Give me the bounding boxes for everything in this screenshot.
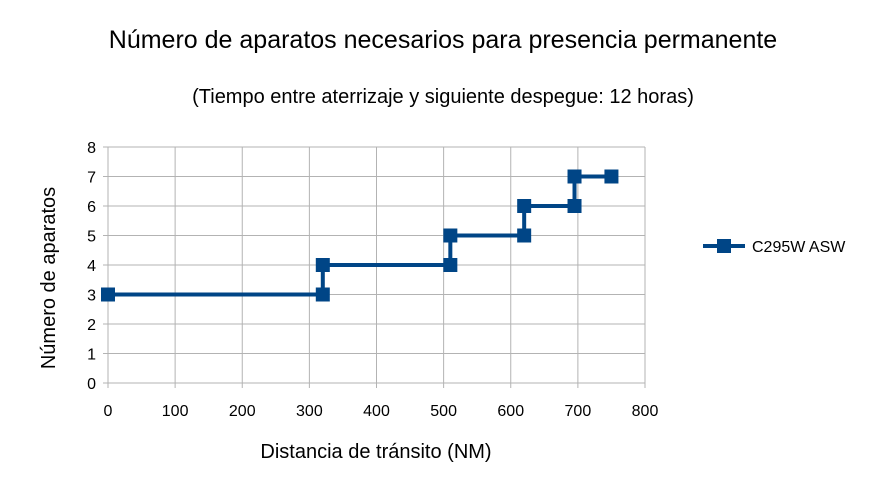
data-point — [567, 169, 582, 184]
legend-marker — [717, 239, 731, 253]
tick-labels: 0 100 200 300 400 500 600 700 800 0 1 2 3 4 5 6 7 8 — [87, 140, 658, 420]
y-tick-label: 2 — [87, 317, 96, 334]
x-tick-label: 200 — [229, 403, 256, 420]
y-tick-label: 3 — [87, 288, 96, 305]
data-point — [604, 169, 619, 184]
x-tick-label: 800 — [632, 403, 659, 420]
y-tick-label: 6 — [87, 199, 96, 216]
x-tick-label: 700 — [565, 403, 592, 420]
y-tick-label: 5 — [87, 229, 96, 246]
x-tick-label: 0 — [104, 403, 113, 420]
legend-label: C295W ASW — [752, 239, 846, 256]
data-point — [517, 228, 532, 243]
data-point — [443, 258, 458, 272]
x-axis-label: Distancia de tránsito (NM) — [260, 441, 491, 463]
chart-title: Número de aparatos necesarios para prese… — [108, 26, 778, 54]
y-tick-label: 8 — [87, 140, 96, 157]
y-axis-label: Número de aparatos — [38, 187, 60, 369]
data-point — [315, 287, 330, 302]
data-point — [315, 258, 330, 272]
data-point — [517, 199, 532, 213]
x-tick-label: 300 — [296, 403, 323, 420]
grid — [103, 146, 646, 388]
data-point — [443, 228, 458, 243]
series-c295w-asw — [101, 169, 619, 302]
y-tick-label: 0 — [87, 376, 96, 393]
data-point — [567, 199, 582, 213]
x-tick-label: 400 — [363, 403, 390, 420]
chart-subtitle: (Tiempo entre aterrizaje y siguiente des… — [192, 86, 694, 108]
x-tick-label: 100 — [162, 403, 189, 420]
series-line — [108, 174, 612, 297]
x-tick-label: 500 — [430, 403, 457, 420]
x-tick-label: 600 — [497, 403, 524, 420]
data-point — [101, 287, 115, 302]
legend: C295W ASW — [703, 239, 846, 256]
y-tick-label: 4 — [87, 258, 96, 275]
y-tick-label: 7 — [87, 170, 96, 187]
y-tick-label: 1 — [87, 347, 96, 364]
